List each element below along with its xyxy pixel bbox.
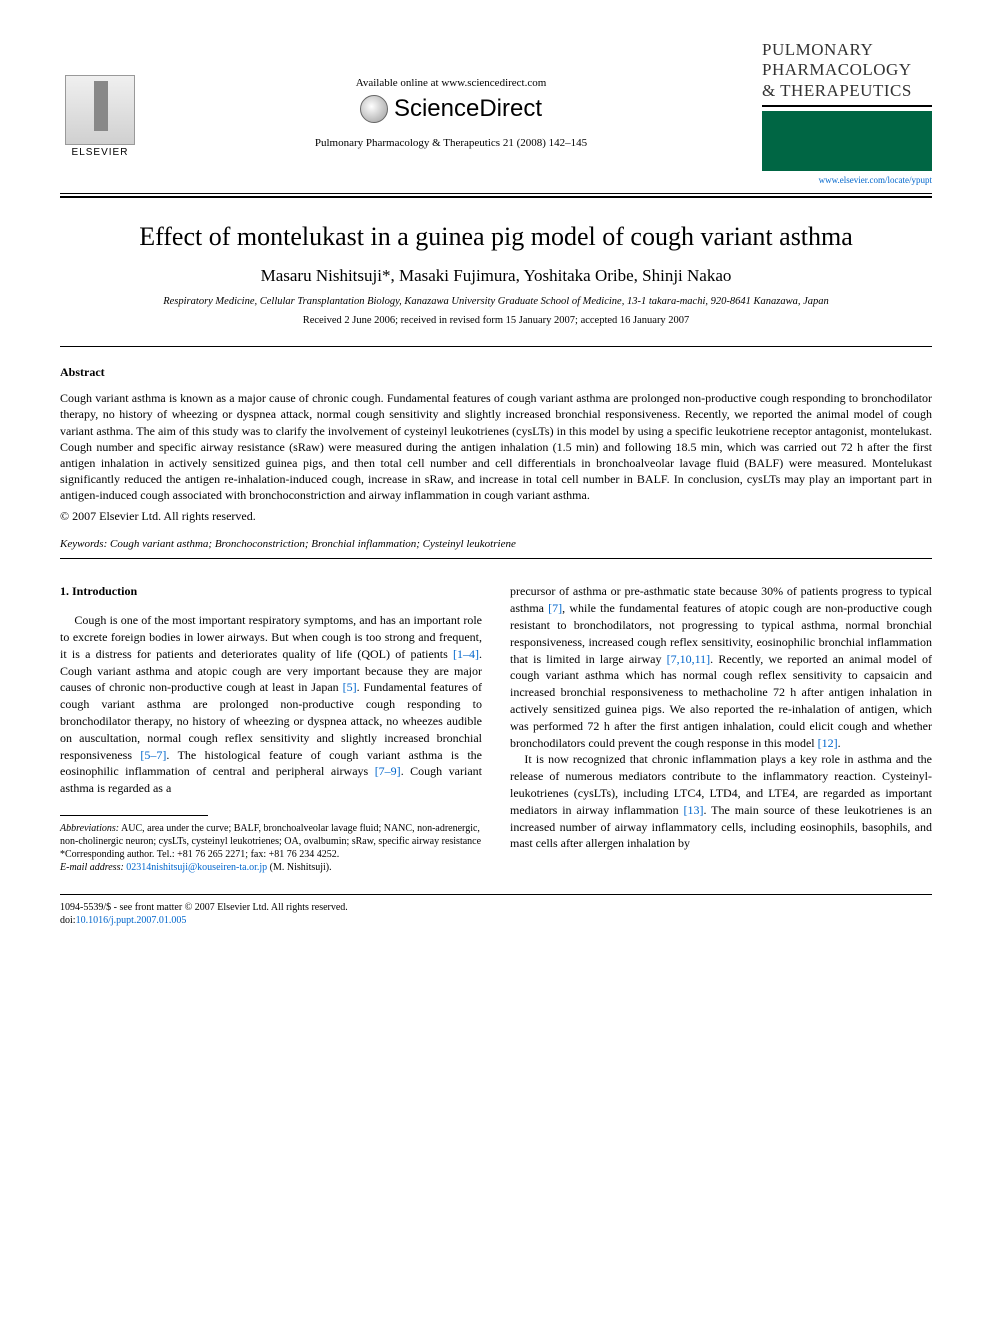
ref-link-12[interactable]: [12] (818, 736, 838, 750)
article-title: Effect of montelukast in a guinea pig mo… (60, 222, 932, 252)
elsevier-name: ELSEVIER (72, 147, 129, 158)
affiliation: Respiratory Medicine, Cellular Transplan… (60, 296, 932, 307)
journal-cover-thumb (762, 111, 932, 171)
article-dates: Received 2 June 2006; received in revise… (60, 315, 932, 326)
text-seg: Cough is one of the most important respi… (60, 613, 482, 661)
ref-link-13[interactable]: [13] (684, 803, 704, 817)
email-line: E-mail address: 02314nishitsuji@kouseire… (60, 861, 482, 874)
ref-link-7[interactable]: [7] (548, 601, 562, 615)
abbrev-text: AUC, area under the curve; BALF, broncho… (60, 823, 481, 847)
journal-title-line3: & THERAPEUTICS (762, 81, 932, 101)
center-header: Available online at www.sciencedirect.co… (140, 77, 762, 149)
ref-link-5[interactable]: [5] (343, 680, 357, 694)
footnotes: Abbreviations: AUC, area under the curve… (60, 822, 482, 874)
keywords-line: Keywords: Cough variant asthma; Bronchoc… (60, 538, 932, 550)
journal-reference: Pulmonary Pharmacology & Therapeutics 21… (140, 137, 762, 149)
body-columns: 1. Introduction Cough is one of the most… (60, 583, 932, 874)
ref-link-7-10-11[interactable]: [7,10,11] (667, 652, 711, 666)
journal-rule (762, 105, 932, 107)
abstract-top-rule (60, 346, 932, 347)
authors: Masaru Nishitsuji*, Masaki Fujimura, Yos… (60, 266, 932, 286)
intro-paragraph-1-cont: precursor of asthma or pre-asthmatic sta… (510, 583, 932, 751)
abstract-body: Cough variant asthma is known as a major… (60, 390, 932, 503)
page-header: ELSEVIER Available online at www.science… (60, 40, 932, 185)
front-matter-line: 1094-5539/$ - see front matter © 2007 El… (60, 901, 932, 914)
column-right: precursor of asthma or pre-asthmatic sta… (510, 583, 932, 874)
ref-link-5-7[interactable]: [5–7] (140, 748, 166, 762)
journal-title-line1: PULMONARY (762, 40, 932, 60)
keywords-label: Keywords: (60, 538, 107, 550)
corresponding-author: *Corresponding author. Tel.: +81 76 265 … (60, 848, 482, 861)
abstract-heading: Abstract (60, 365, 932, 380)
header-divider-thin (60, 193, 932, 194)
abstract-copyright: © 2007 Elsevier Ltd. All rights reserved… (60, 509, 932, 524)
section-1-heading: 1. Introduction (60, 583, 482, 600)
sciencedirect-text: ScienceDirect (394, 95, 542, 123)
sciencedirect-logo: ScienceDirect (140, 95, 762, 123)
intro-paragraph-1: Cough is one of the most important respi… (60, 612, 482, 797)
journal-url[interactable]: www.elsevier.com/locate/ypupt (762, 175, 932, 185)
email-address[interactable]: 02314nishitsuji@kouseiren-ta.or.jp (124, 862, 267, 873)
doi-line: doi:10.1016/j.pupt.2007.01.005 (60, 914, 932, 927)
text-seg: . Recently, we reported an animal model … (510, 652, 932, 750)
email-label: E-mail address: (60, 862, 124, 873)
text-seg: . (838, 736, 841, 750)
abbrev-label: Abbreviations: (60, 823, 119, 834)
journal-logo-block: PULMONARY PHARMACOLOGY & THERAPEUTICS ww… (762, 40, 932, 185)
footer-meta: 1094-5539/$ - see front matter © 2007 El… (60, 901, 932, 927)
doi-value[interactable]: 10.1016/j.pupt.2007.01.005 (76, 915, 187, 926)
doi-label: doi: (60, 915, 76, 926)
email-suffix: (M. Nishitsuji). (267, 862, 331, 873)
intro-paragraph-2: It is now recognized that chronic inflam… (510, 751, 932, 852)
keywords-text: Cough variant asthma; Bronchoconstrictio… (107, 538, 516, 550)
ref-link-7-9[interactable]: [7–9] (375, 764, 401, 778)
abstract-bottom-rule (60, 558, 932, 559)
elsevier-logo: ELSEVIER (60, 68, 140, 158)
header-divider-thick (60, 196, 932, 198)
journal-title-line2: PHARMACOLOGY (762, 60, 932, 80)
column-left: 1. Introduction Cough is one of the most… (60, 583, 482, 874)
footer-rule (60, 894, 932, 895)
footnote-rule (60, 815, 208, 816)
elsevier-tree-icon (65, 75, 135, 145)
abbreviations-line: Abbreviations: AUC, area under the curve… (60, 822, 482, 848)
available-online-text: Available online at www.sciencedirect.co… (140, 77, 762, 89)
sciencedirect-swirl-icon (360, 95, 388, 123)
ref-link-1-4[interactable]: [1–4] (453, 647, 479, 661)
